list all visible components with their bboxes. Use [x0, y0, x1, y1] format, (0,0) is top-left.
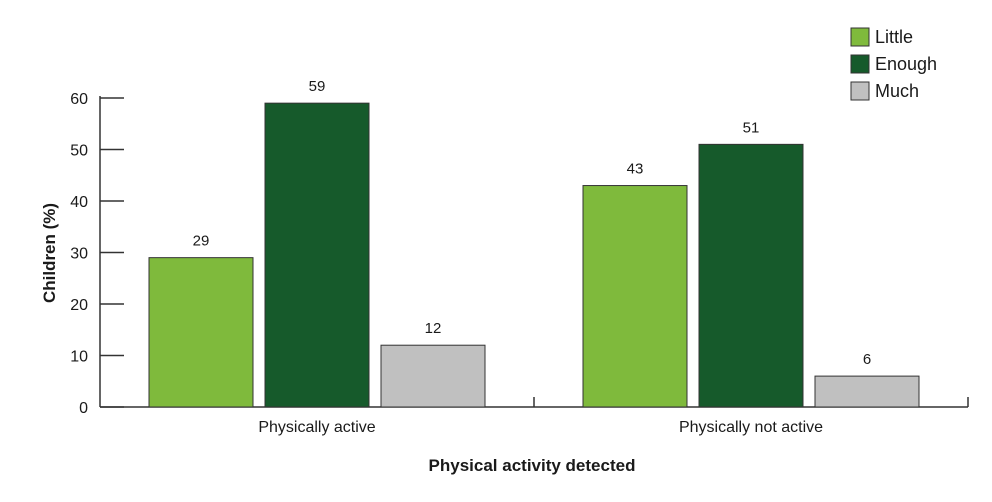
data-label-enough-2: 51 [743, 119, 760, 136]
bar-enough-2 [698, 143, 804, 408]
bar-little-2 [582, 185, 688, 408]
x-category-label: Physically not active [679, 419, 823, 436]
data-labels: 29 59 12 43 51 6 [193, 78, 872, 368]
bar-enough-1 [264, 102, 370, 408]
legend-swatch-little [850, 27, 870, 47]
bar-much-2 [814, 375, 920, 408]
data-label-little-2: 43 [627, 161, 644, 178]
legend-swatch-much [850, 81, 870, 101]
y-tick-label: 50 [70, 143, 88, 160]
category-labels: Physically active Physically not active [258, 419, 823, 436]
y-axis-title: Children (%) [40, 203, 59, 303]
legend-label-little: Little [875, 27, 913, 47]
data-label-much-1: 12 [425, 320, 442, 337]
data-label-much-2: 6 [863, 351, 871, 368]
legend-swatch-enough [850, 54, 870, 74]
bar-much-1 [380, 344, 486, 408]
data-label-little-1: 29 [193, 233, 210, 250]
y-tick-label: 0 [79, 400, 88, 417]
bar-little-1 [148, 257, 254, 408]
y-tick-label: 30 [70, 246, 88, 263]
data-label-enough-1: 59 [309, 78, 326, 95]
y-axis: 0 10 20 30 40 50 60 [70, 91, 124, 417]
y-tick-label: 40 [70, 194, 88, 211]
y-tick-label: 10 [70, 349, 88, 366]
x-axis-title: Physical activity detected [429, 456, 636, 475]
x-category-label: Physically active [258, 419, 375, 436]
legend-label-enough: Enough [875, 54, 937, 74]
legend: Little Enough Much [850, 27, 937, 101]
legend-label-much: Much [875, 81, 919, 101]
bars [148, 102, 920, 408]
y-tick-label: 60 [70, 91, 88, 108]
y-tick-label: 20 [70, 297, 88, 314]
